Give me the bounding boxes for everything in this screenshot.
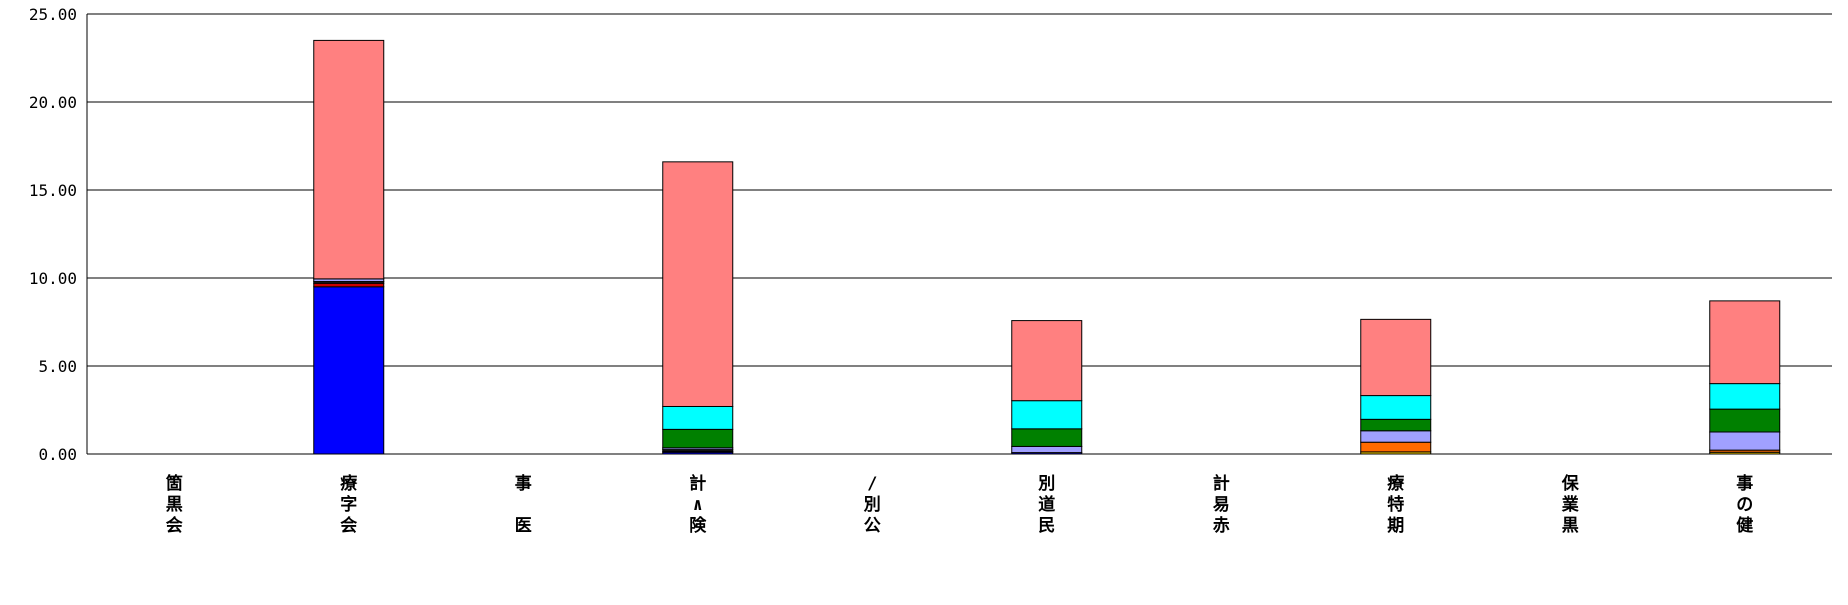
bar-segment (313, 286, 385, 455)
bar-segments (313, 39, 1781, 455)
x-tick-char: 道 (1038, 494, 1055, 515)
x-tick-char: 特 (1387, 494, 1404, 515)
bar-segment (313, 282, 385, 288)
bar-segment (1360, 430, 1432, 443)
x-tick-char: 療 (340, 473, 358, 494)
y-axis-ticks: 0.00 5.00 10.00 15.00 20.00 25.00 (29, 5, 77, 464)
x-tick-char: 計 (689, 473, 706, 494)
y-tick-label: 15.00 (29, 181, 77, 200)
bar-segment (1709, 431, 1781, 451)
bar-segment (1011, 445, 1083, 454)
x-tick-char: ∧ (693, 495, 703, 515)
x-tick-char: 事 (515, 474, 532, 494)
bar-segment (1360, 418, 1432, 432)
x-tick-label: 箇黒会 (166, 473, 183, 536)
x-tick-char: 険 (689, 515, 707, 536)
x-tick-char: 療 (1387, 473, 1405, 494)
x-tick-char: 民 (1038, 516, 1055, 536)
x-tick-char: / (867, 474, 877, 494)
x-tick-char: 箇 (166, 473, 183, 494)
x-tick-char: 会 (340, 515, 357, 536)
bar-segment (662, 161, 734, 407)
x-tick-label: 別道民 (1037, 474, 1055, 536)
bar-segment (1709, 383, 1781, 410)
x-tick-char: 別 (1037, 474, 1055, 494)
x-tick-char: 字 (340, 494, 357, 515)
x-tick-label: 計易赤 (1213, 473, 1230, 536)
bar-segment (1011, 320, 1083, 402)
x-tick-char: 易 (1213, 495, 1230, 515)
x-tick-char: 事 (1736, 474, 1753, 494)
y-tick-label: 25.00 (29, 5, 77, 24)
bar-segment (662, 405, 734, 430)
bar-segment (1011, 400, 1083, 430)
x-tick-char: 医 (515, 516, 532, 536)
x-tick-label: 事医 (515, 474, 532, 536)
x-tick-char: 保 (1561, 473, 1580, 494)
x-tick-char: 期 (1387, 516, 1404, 536)
y-tick-label: 20.00 (29, 93, 77, 112)
bar-segment (1709, 300, 1781, 385)
x-tick-char: 別 (863, 495, 881, 515)
x-tick-char: 黒 (1562, 516, 1579, 536)
y-tick-label: 0.00 (38, 445, 77, 464)
y-tick-label: 10.00 (29, 269, 77, 288)
x-tick-label: 保業黒 (1561, 473, 1580, 536)
x-tick-char: 健 (1736, 515, 1753, 536)
x-tick-label: 計∧険 (689, 473, 707, 536)
x-tick-char: 業 (1562, 494, 1579, 515)
x-tick-char: 計 (1213, 473, 1230, 494)
bar-segment (1011, 428, 1083, 447)
y-tick-label: 5.00 (38, 357, 77, 376)
bar-segment (1709, 408, 1781, 433)
bar-segment (1360, 395, 1432, 420)
x-tick-label: 療特期 (1387, 473, 1405, 536)
x-tick-label: /別公 (863, 474, 881, 536)
x-tick-label: 事の健 (1736, 474, 1753, 536)
x-tick-char: 会 (166, 515, 183, 536)
x-tick-char: の (1736, 495, 1753, 515)
bar-segment (662, 428, 734, 449)
x-tick-char: 黒 (166, 495, 183, 515)
bar-segment (1360, 441, 1432, 453)
x-tick-label: 療字会 (340, 473, 358, 536)
bar-segment (313, 39, 385, 280)
bar-segment (1360, 318, 1432, 397)
x-tick-char: 公 (864, 516, 881, 536)
x-tick-char: 赤 (1213, 515, 1230, 536)
